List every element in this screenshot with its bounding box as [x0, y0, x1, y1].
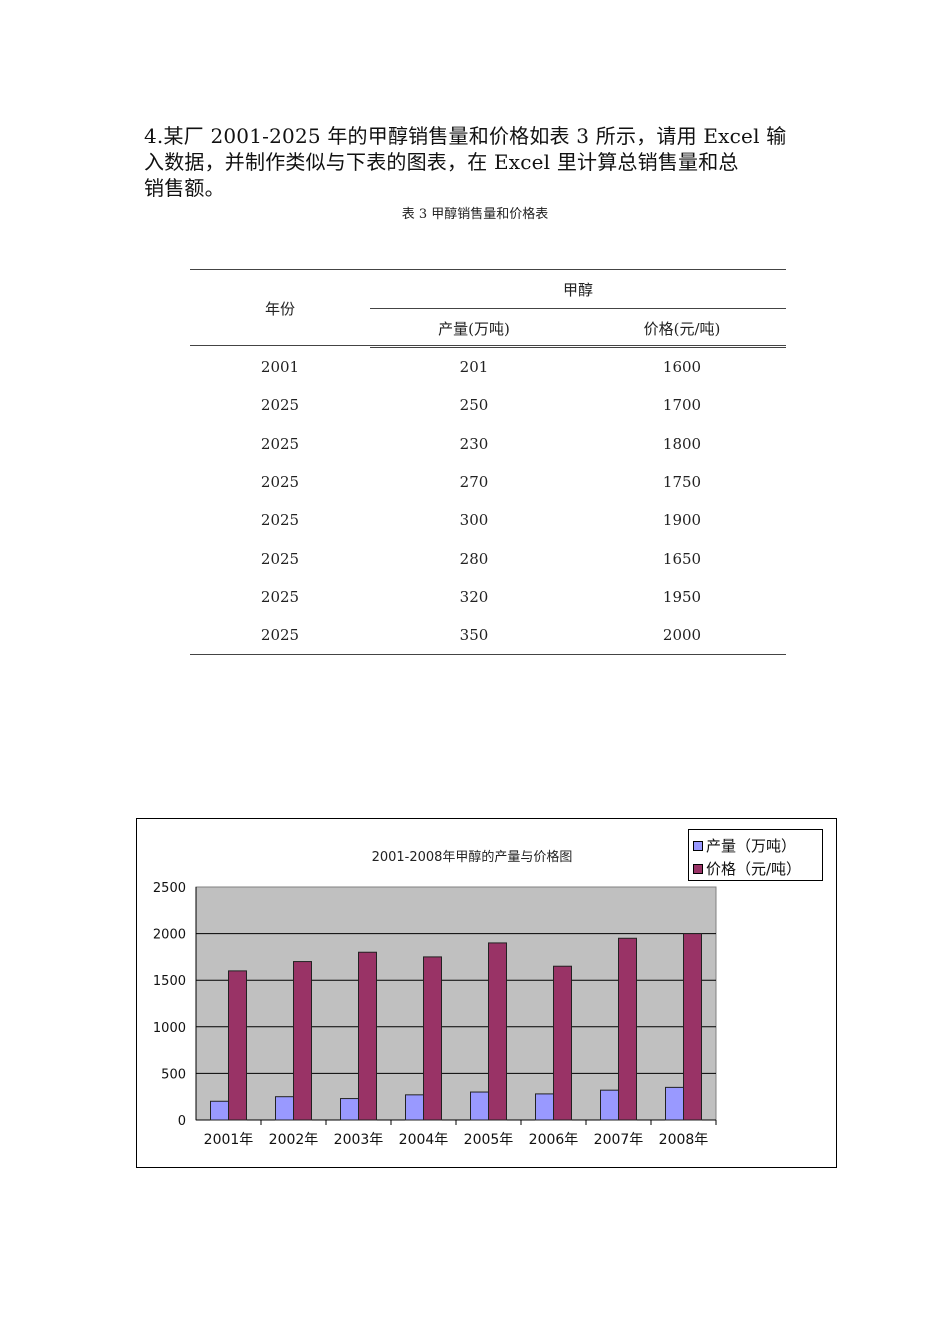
data-table: 年份 甲醇 产量(万吨) 价格(元/吨) 2001 201 1600 2025 250 1… [190, 269, 786, 656]
table-caption: 表 3 甲醇销售量和价格表 [401, 207, 549, 222]
chart-legend: 产量（万吨） 价格（元/吨） [688, 829, 823, 881]
bar-output [600, 1089, 619, 1121]
chart-title: 2001-2008年甲醇的产量与价格图 [371, 850, 573, 865]
table-row: 2025 320 1950 [190, 578, 786, 616]
bar-price [358, 951, 377, 1121]
bar-output [665, 1086, 684, 1121]
cell-output: 230 [459, 434, 489, 453]
header-year: 年份 [190, 269, 370, 348]
table-row: 2025 250 1700 [190, 386, 786, 424]
cell-price: 1700 [662, 396, 702, 415]
x-tick-label: 2008年 [659, 1132, 709, 1148]
cell-year: 2025 [260, 434, 300, 453]
question-line-3: 销售额。 [144, 176, 225, 200]
bar-output [340, 1098, 359, 1121]
bar-price [228, 970, 247, 1121]
y-tick-label: 500 [161, 1067, 186, 1082]
y-tick-label: 1000 [153, 1021, 186, 1036]
x-tick-label: 2003年 [334, 1132, 384, 1148]
legend-swatch-price [693, 863, 703, 874]
x-tick-label: 2002年 [269, 1132, 319, 1148]
cell-year: 2025 [260, 587, 300, 606]
header-output: 产量(万吨) [370, 308, 578, 348]
cell-output: 280 [459, 549, 489, 568]
cell-year: 2025 [260, 511, 300, 530]
table-row: 2025 280 1650 [190, 539, 786, 577]
legend-swatch-output [693, 840, 703, 851]
bar-price [618, 937, 637, 1121]
plot-area [195, 886, 717, 1121]
cell-price: 1800 [662, 434, 702, 453]
cell-output: 201 [459, 358, 489, 377]
cell-year: 2025 [260, 396, 300, 415]
table-row: 2025 270 1750 [190, 463, 786, 501]
bar-output [405, 1094, 424, 1121]
cell-output: 320 [459, 587, 489, 606]
x-tick-label: 2007年 [594, 1132, 644, 1148]
y-tick-label: 2000 [153, 928, 186, 943]
x-tick-label: 2001年 [204, 1132, 254, 1148]
cell-price: 1750 [662, 473, 702, 492]
y-tick-label: 1500 [153, 974, 186, 989]
bar-price [683, 933, 702, 1121]
bar-output [535, 1093, 554, 1121]
legend-label-output: 产量（万吨） [706, 837, 797, 855]
table-row: 2001 201 1600 [190, 348, 786, 387]
cell-price: 1600 [662, 358, 702, 377]
x-tick-label: 2004年 [399, 1132, 449, 1148]
table-body: 2001 201 1600 2025 250 1700 2025 230 1800 2025 270… [190, 348, 786, 656]
question-line-1: 4.某厂 2001-2025 年的甲醇销售量和价格如表 3 所示，请用 Exce… [144, 124, 787, 148]
bar-output [210, 1100, 229, 1121]
cell-output: 270 [459, 473, 489, 492]
cell-output: 350 [370, 616, 578, 656]
cell-price: 1650 [662, 549, 702, 568]
table-row: 2025 230 1800 [190, 425, 786, 463]
cell-year: 2025 [260, 549, 300, 568]
legend-item-output: 产量（万吨） [693, 835, 796, 856]
x-tick-label: 2006年 [529, 1132, 579, 1148]
chart-frame: 2001-2008年甲醇的产量与价格图 0 500 1000 1500 2000 2500… [136, 818, 837, 1168]
cell-year: 2025 [190, 616, 370, 656]
table-row: 2025 300 1900 [190, 501, 786, 539]
header-group: 甲醇 [370, 269, 786, 309]
cell-price: 1950 [662, 587, 702, 606]
question-text: 4.某厂 2001-2025 年的甲醇销售量和价格如表 3 所示，请用 Exce… [144, 123, 812, 201]
cell-year: 2025 [260, 473, 300, 492]
bar-price [293, 961, 312, 1121]
legend-item-price: 价格（元/吨） [693, 858, 801, 879]
cell-output: 300 [459, 511, 489, 530]
bar-chart: 0 500 1000 1500 2000 2500 2001年 2002年 2003年 2004年… [153, 881, 717, 1148]
bar-price [488, 942, 507, 1121]
bar-output [470, 1091, 489, 1121]
legend-label-price: 价格（元/吨） [706, 860, 802, 878]
header-price: 价格(元/吨) [578, 308, 786, 348]
question-line-2: 入数据，并制作类似与下表的图表，在 Excel 里计算总销售量和总 [144, 150, 739, 174]
bar-price [423, 956, 442, 1121]
y-tick-label: 0 [178, 1114, 186, 1129]
cell-price: 2000 [578, 616, 786, 656]
x-tick-label: 2005年 [464, 1132, 514, 1148]
table-row: 2025 350 2000 [190, 616, 786, 656]
y-tick-label: 2500 [153, 881, 186, 896]
cell-output: 250 [459, 396, 489, 415]
bar-price [553, 965, 572, 1121]
header-divider [190, 345, 786, 346]
bar-output [275, 1096, 294, 1121]
cell-price: 1900 [662, 511, 702, 530]
cell-year: 2001 [260, 357, 300, 376]
